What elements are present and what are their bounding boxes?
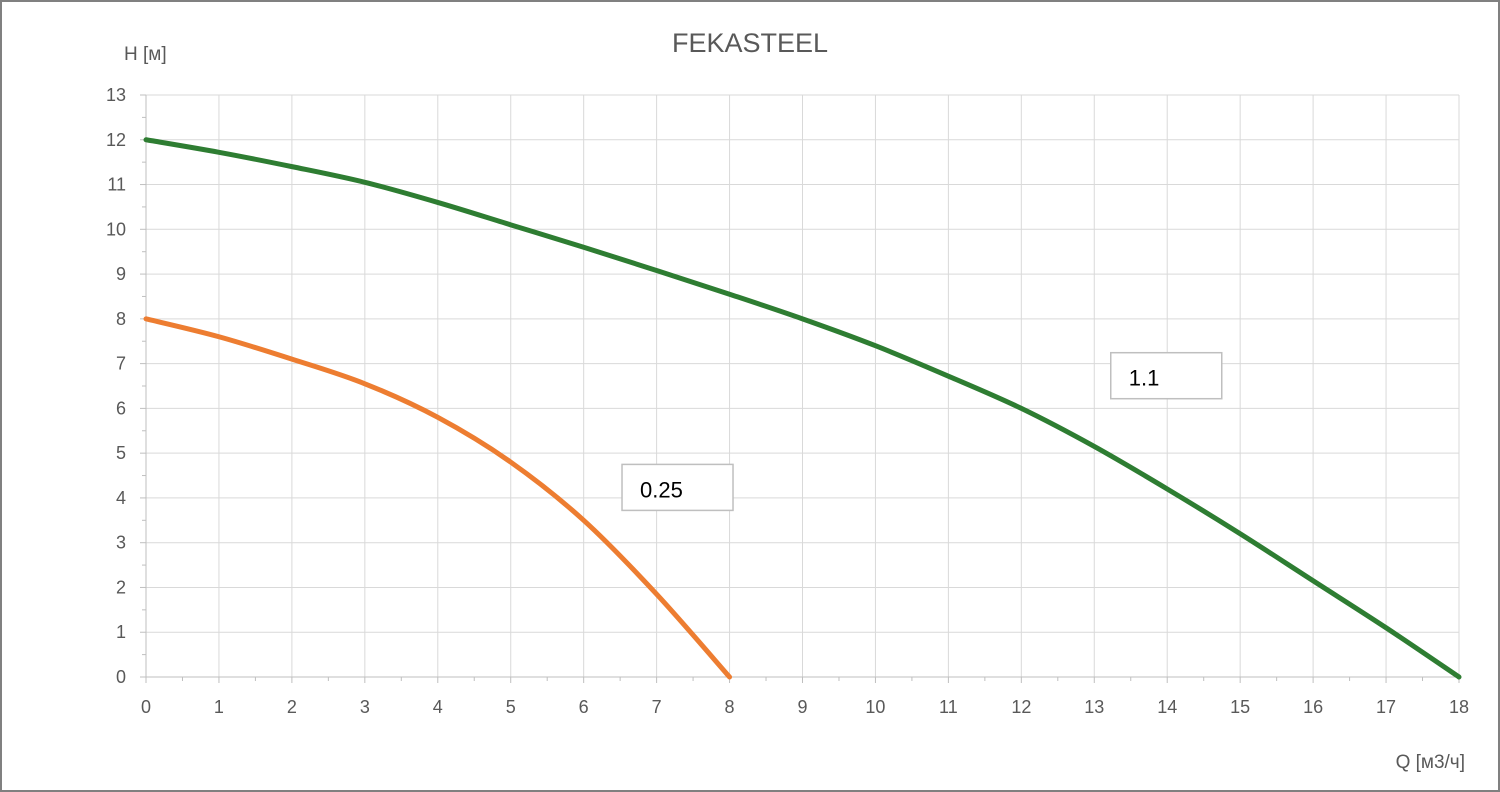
x-tick-label: 7 bbox=[652, 697, 662, 717]
x-tick-label: 5 bbox=[506, 697, 516, 717]
series-label-0: 0.25 bbox=[621, 463, 734, 512]
series-line-0 bbox=[143, 316, 733, 680]
y-tick-label: 9 bbox=[116, 264, 126, 284]
series-label-1: 1.1 bbox=[1110, 351, 1223, 400]
x-tick-label: 8 bbox=[725, 697, 735, 717]
y-tick-label: 7 bbox=[116, 354, 126, 374]
x-tick-label: 3 bbox=[360, 697, 370, 717]
x-tick-label: 6 bbox=[579, 697, 589, 717]
label-layer: 0.25 1.1 bbox=[621, 351, 1223, 512]
series-label-text: 0.25 bbox=[640, 477, 683, 502]
y-tick-label: 11 bbox=[107, 175, 126, 195]
y-tick-label: 5 bbox=[116, 443, 126, 463]
series-layer bbox=[143, 137, 1462, 680]
y-tick-label: 6 bbox=[116, 398, 126, 418]
x-tick-label: 15 bbox=[1230, 697, 1250, 717]
grid-layer bbox=[146, 94, 1460, 677]
x-axis-label: Q [м3/ч] bbox=[1396, 752, 1465, 773]
y-tick-label: 4 bbox=[116, 488, 126, 508]
y-axis-label: H [м] bbox=[124, 44, 167, 65]
x-tick-label: 14 bbox=[1157, 697, 1177, 717]
axis-layer: 0 1 2 3 4 5 6 7 8 9 10 11 12 13 14 15 16 17 18012345678910… bbox=[106, 85, 1469, 717]
y-tick-label: 10 bbox=[106, 219, 126, 239]
y-tick-label: 3 bbox=[116, 533, 126, 553]
series-label-text: 1.1 bbox=[1129, 366, 1160, 391]
x-tick-label: 16 bbox=[1303, 697, 1323, 717]
series-label-box bbox=[621, 463, 734, 512]
y-tick-label: 13 bbox=[106, 85, 126, 105]
x-tick-label: 2 bbox=[287, 697, 297, 717]
y-tick-label: 0 bbox=[116, 667, 126, 687]
x-tick-label: 9 bbox=[797, 697, 807, 717]
y-tick-label: 2 bbox=[116, 577, 126, 597]
series-label-box bbox=[1110, 351, 1223, 400]
y-tick-label: 1 bbox=[116, 622, 126, 642]
x-tick-label: 11 bbox=[939, 697, 958, 717]
x-tick-label: 0 bbox=[141, 697, 151, 717]
y-tick-label: 8 bbox=[116, 309, 126, 329]
x-tick-label: 10 bbox=[865, 697, 885, 717]
series-line-1 bbox=[143, 137, 1462, 680]
chart-title: FEKASTEEL bbox=[672, 28, 828, 58]
x-tick-label: 17 bbox=[1376, 697, 1396, 717]
y-tick-label: 12 bbox=[106, 130, 126, 150]
x-tick-label: 4 bbox=[433, 697, 443, 717]
x-tick-label: 18 bbox=[1449, 697, 1469, 717]
x-tick-label: 1 bbox=[214, 697, 224, 717]
x-tick-label: 12 bbox=[1011, 697, 1031, 717]
x-tick-label: 13 bbox=[1084, 697, 1104, 717]
